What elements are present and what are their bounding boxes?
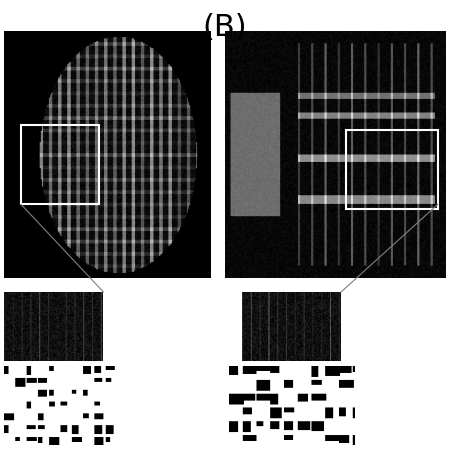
Text: (B): (B) [202, 13, 247, 43]
Bar [21, 125, 100, 204]
Bar [346, 130, 438, 209]
